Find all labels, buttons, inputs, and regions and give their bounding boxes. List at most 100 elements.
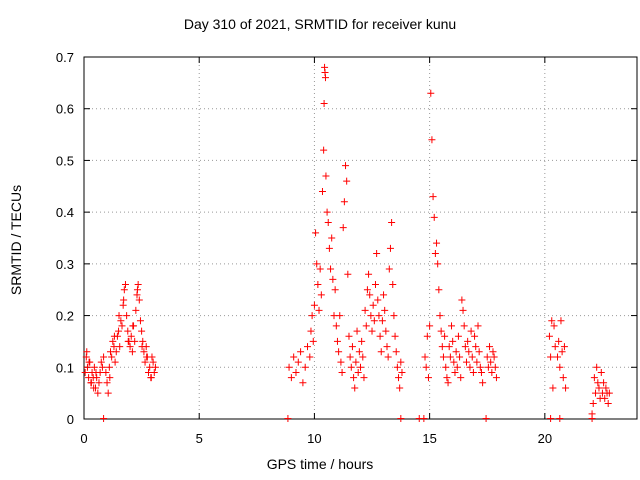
- data-point: [547, 415, 555, 422]
- data-point: [336, 312, 344, 320]
- data-point: [344, 270, 352, 278]
- data-point: [140, 348, 148, 356]
- data-point: [554, 353, 562, 361]
- x-axis-label: GPS time / hours: [266, 456, 374, 472]
- plot-frame: [83, 56, 638, 420]
- data-point: [420, 415, 428, 422]
- data-point: [466, 363, 474, 371]
- data-point: [477, 368, 485, 376]
- data-point: [395, 374, 403, 382]
- data-point: [474, 322, 482, 330]
- data-point: [308, 312, 316, 320]
- data-point: [312, 229, 320, 237]
- data-point: [297, 348, 305, 356]
- data-point: [320, 146, 328, 154]
- data-point: [102, 368, 110, 376]
- data-point: [85, 358, 93, 366]
- data-point: [437, 327, 445, 335]
- data-point: [358, 337, 366, 345]
- data-point: [347, 363, 355, 371]
- data-point: [329, 275, 337, 283]
- data-point: [131, 337, 139, 345]
- data-point: [322, 172, 330, 180]
- y-tick-label: 0.3: [56, 257, 74, 272]
- data-point: [484, 363, 492, 371]
- data-point: [343, 177, 351, 185]
- data-point: [600, 379, 608, 387]
- x-tick-label: 10: [307, 431, 321, 446]
- data-point: [320, 100, 328, 108]
- data-point: [422, 363, 430, 371]
- data-point: [92, 368, 100, 376]
- data-point: [375, 312, 383, 320]
- data-point: [397, 358, 405, 366]
- data-point: [124, 337, 132, 345]
- data-point: [318, 187, 326, 195]
- data-point: [126, 343, 134, 351]
- data-point: [433, 239, 441, 247]
- data-point: [346, 353, 354, 361]
- data-point: [465, 348, 473, 356]
- data-point: [331, 286, 339, 294]
- data-point: [103, 379, 111, 387]
- data-point: [421, 353, 429, 361]
- data-point: [127, 332, 135, 340]
- data-point: [147, 374, 155, 382]
- data-point: [593, 363, 601, 371]
- data-point: [545, 332, 553, 340]
- data-point: [104, 389, 112, 397]
- data-point: [476, 363, 484, 371]
- data-point: [150, 368, 158, 376]
- data-point: [105, 363, 113, 371]
- data-point: [139, 337, 147, 345]
- data-point: [459, 306, 467, 314]
- data-point: [446, 353, 454, 361]
- data-point: [479, 379, 487, 387]
- data-point: [309, 337, 317, 345]
- data-point: [332, 322, 340, 330]
- data-point: [464, 337, 472, 345]
- data-point: [120, 286, 128, 294]
- data-point: [141, 358, 149, 366]
- y-axis-ticks: 0 0.1 0.2 0.3 0.4 0.5 0.6 0.7: [56, 50, 637, 427]
- data-point: [361, 306, 369, 314]
- data-point: [550, 322, 558, 330]
- data-point: [592, 389, 600, 397]
- data-point: [301, 363, 309, 371]
- data-point: [452, 348, 460, 356]
- data-point: [365, 270, 373, 278]
- data-point: [558, 348, 566, 356]
- data-point: [317, 291, 325, 299]
- data-point: [128, 348, 136, 356]
- data-point: [397, 415, 405, 422]
- data-point: [98, 363, 106, 371]
- data-point: [338, 368, 346, 376]
- data-point: [604, 399, 612, 407]
- data-point: [380, 291, 388, 299]
- data-point: [429, 193, 437, 201]
- data-point: [551, 343, 559, 351]
- data-point: [396, 384, 404, 392]
- data-point: [112, 348, 120, 356]
- data-point: [90, 384, 98, 392]
- data-point: [556, 415, 564, 422]
- data-point: [377, 348, 385, 356]
- data-point: [108, 353, 116, 361]
- data-point: [290, 353, 298, 361]
- data-point: [373, 250, 381, 258]
- data-point: [424, 374, 432, 382]
- y-tick-label: 0.4: [56, 205, 74, 220]
- x-axis-ticks: 0 5 10 15 20: [80, 57, 552, 446]
- data-point: [327, 265, 335, 273]
- data-point: [353, 327, 361, 335]
- data-point: [90, 363, 98, 371]
- data-point: [460, 322, 468, 330]
- data-point: [458, 296, 466, 304]
- data-point: [368, 327, 376, 335]
- data-point: [134, 281, 142, 289]
- data-point: [423, 332, 431, 340]
- data-point: [100, 353, 108, 361]
- data-point: [94, 389, 102, 397]
- data-point: [376, 332, 384, 340]
